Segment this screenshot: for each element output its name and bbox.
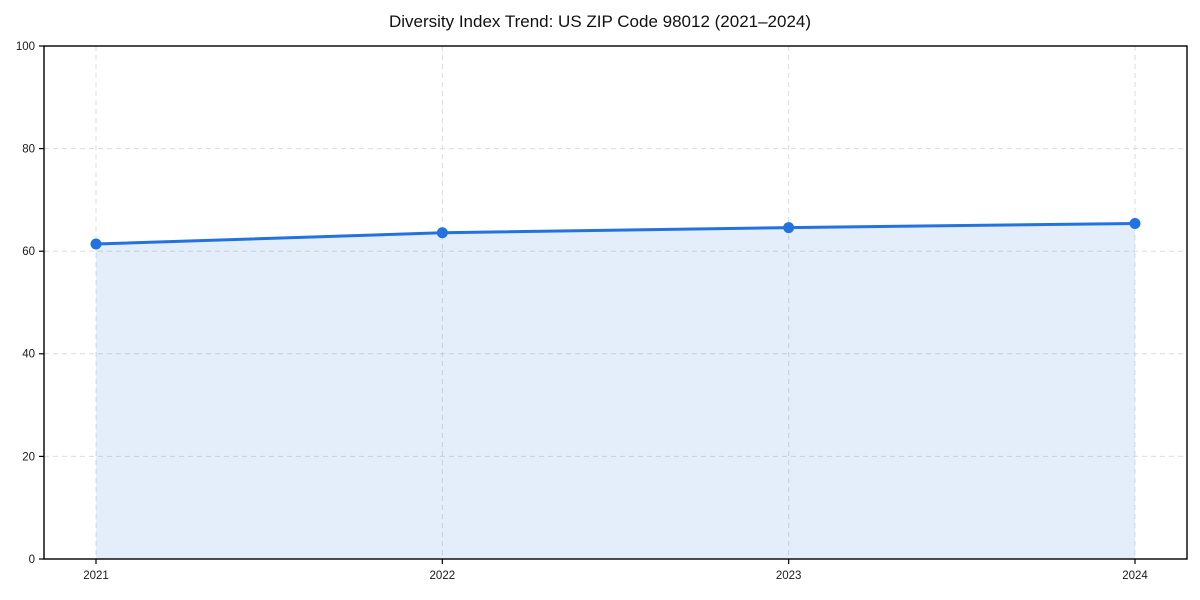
data-point (783, 222, 795, 234)
y-tick-label: 20 (22, 451, 35, 463)
chart-title: Diversity Index Trend: US ZIP Code 98012… (388, 12, 812, 31)
x-tick-label: 2022 (430, 570, 456, 582)
y-tick-label: 80 (22, 144, 35, 156)
y-tick-label: 0 (29, 554, 35, 566)
x-tick-label: 2024 (1122, 570, 1148, 582)
data-point (1129, 217, 1141, 229)
data-point (436, 227, 448, 239)
data-point (90, 238, 102, 250)
y-tick-label: 40 (22, 349, 35, 361)
y-tick-label: 100 (16, 41, 35, 53)
y-tick-label: 60 (22, 246, 35, 258)
x-tick-label: 2023 (776, 570, 802, 582)
trend-line (94, 221, 1137, 246)
area-fill (96, 223, 1135, 560)
plot-frame (43, 45, 1188, 560)
x-tick-label: 2021 (83, 570, 109, 582)
